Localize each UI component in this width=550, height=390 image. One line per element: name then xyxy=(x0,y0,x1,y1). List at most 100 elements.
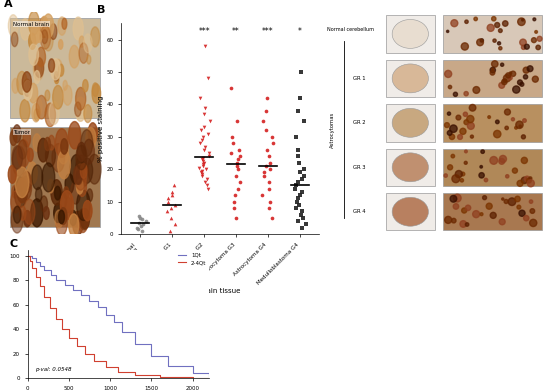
Circle shape xyxy=(490,67,496,73)
Circle shape xyxy=(29,44,38,66)
Circle shape xyxy=(493,39,496,42)
Text: p-val: 0.0548: p-val: 0.0548 xyxy=(35,367,72,372)
1Qt xyxy=(189,371,196,376)
Circle shape xyxy=(75,97,86,121)
Circle shape xyxy=(37,32,42,43)
Circle shape xyxy=(490,156,498,164)
Text: ***: *** xyxy=(198,27,210,36)
Circle shape xyxy=(521,19,524,21)
Circle shape xyxy=(38,138,48,162)
Circle shape xyxy=(59,207,67,225)
Circle shape xyxy=(23,72,31,92)
Circle shape xyxy=(504,199,508,204)
Circle shape xyxy=(481,150,485,153)
Point xyxy=(133,224,141,230)
Circle shape xyxy=(63,85,72,105)
Text: A: A xyxy=(3,0,12,9)
Circle shape xyxy=(449,134,455,140)
Circle shape xyxy=(465,20,468,23)
Circle shape xyxy=(505,73,511,78)
2-4Qt xyxy=(65,335,72,340)
Point xyxy=(195,95,204,101)
Point xyxy=(265,186,273,192)
Circle shape xyxy=(11,191,20,213)
1Qt xyxy=(78,292,85,297)
Circle shape xyxy=(473,87,480,93)
Point xyxy=(294,218,302,224)
Circle shape xyxy=(36,188,42,202)
Point xyxy=(201,144,210,150)
Circle shape xyxy=(465,205,471,211)
Circle shape xyxy=(70,154,83,184)
Text: B: B xyxy=(97,5,106,15)
Point xyxy=(167,215,176,221)
Circle shape xyxy=(48,59,54,72)
Circle shape xyxy=(79,164,89,186)
Point xyxy=(196,169,205,176)
Circle shape xyxy=(60,139,68,154)
Circle shape xyxy=(503,74,510,82)
Circle shape xyxy=(453,204,459,209)
Circle shape xyxy=(450,125,457,133)
Point xyxy=(135,220,144,226)
Point xyxy=(266,199,275,205)
Circle shape xyxy=(24,199,35,224)
Circle shape xyxy=(91,27,100,47)
Circle shape xyxy=(77,142,86,161)
Point xyxy=(261,108,270,114)
Circle shape xyxy=(461,43,469,50)
Point xyxy=(200,160,208,166)
Circle shape xyxy=(51,180,62,205)
Circle shape xyxy=(464,120,469,125)
Circle shape xyxy=(505,175,509,178)
Legend: 1Qt, 2-4Qt: 1Qt, 2-4Qt xyxy=(178,252,206,265)
2-4Qt xyxy=(36,284,43,289)
Circle shape xyxy=(444,174,447,177)
2-4Qt xyxy=(24,254,31,258)
Point xyxy=(298,208,306,215)
Point xyxy=(205,117,214,124)
Circle shape xyxy=(51,59,60,80)
Point xyxy=(294,202,303,208)
Circle shape xyxy=(451,154,455,158)
Point xyxy=(268,140,277,146)
Circle shape xyxy=(13,206,21,223)
Circle shape xyxy=(499,155,507,163)
Circle shape xyxy=(527,66,533,72)
Bar xyxy=(386,104,434,142)
Circle shape xyxy=(486,203,492,209)
Circle shape xyxy=(29,83,38,103)
Circle shape xyxy=(58,150,70,179)
Circle shape xyxy=(444,122,449,128)
Point xyxy=(201,105,210,111)
2-4Qt xyxy=(29,266,36,270)
Circle shape xyxy=(469,105,476,111)
Y-axis label: % positive staining: % positive staining xyxy=(97,96,103,162)
Circle shape xyxy=(452,218,456,223)
Circle shape xyxy=(17,177,24,191)
Circle shape xyxy=(529,200,533,203)
Circle shape xyxy=(482,196,487,200)
Circle shape xyxy=(58,210,64,224)
Circle shape xyxy=(15,167,29,198)
2-4Qt xyxy=(59,327,65,332)
Circle shape xyxy=(12,32,18,47)
Circle shape xyxy=(73,17,83,40)
1Qt xyxy=(95,305,101,310)
Circle shape xyxy=(75,87,86,110)
Point xyxy=(261,163,270,169)
Point xyxy=(229,199,238,205)
Circle shape xyxy=(461,172,465,176)
Point xyxy=(260,169,268,176)
Circle shape xyxy=(448,85,452,89)
Point xyxy=(200,124,208,130)
Circle shape xyxy=(447,30,449,32)
Circle shape xyxy=(88,154,101,184)
Line: 1Qt: 1Qt xyxy=(28,256,209,376)
Circle shape xyxy=(508,76,512,80)
Circle shape xyxy=(20,99,30,122)
Point xyxy=(195,165,204,171)
1Qt xyxy=(32,259,39,264)
Circle shape xyxy=(48,135,55,150)
Circle shape xyxy=(83,200,92,221)
